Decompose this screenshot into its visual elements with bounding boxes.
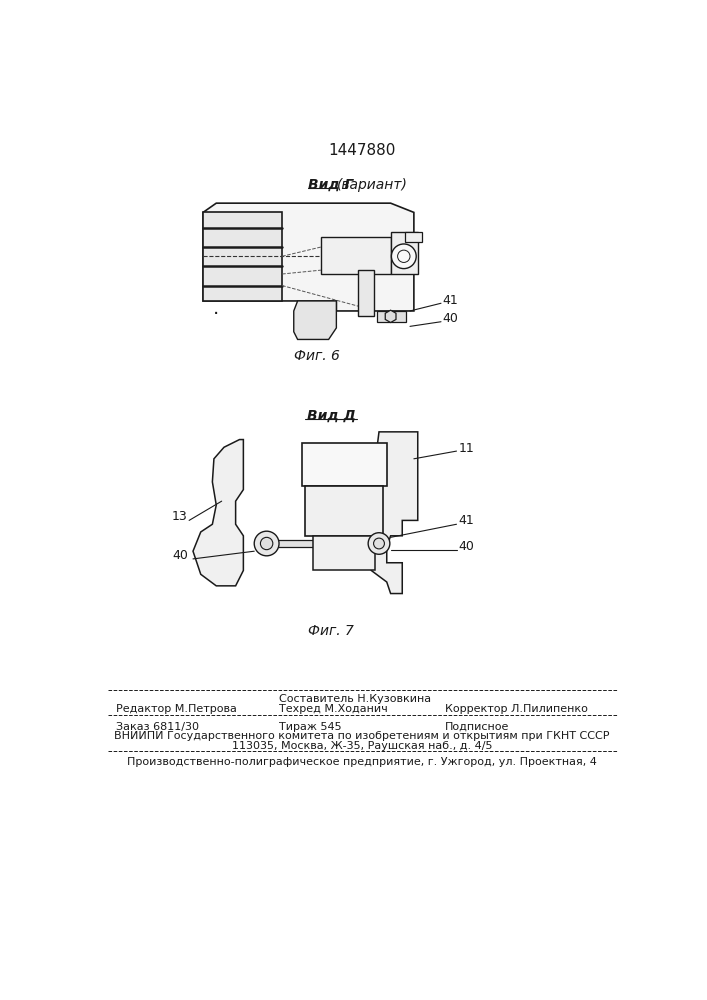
Circle shape xyxy=(368,533,390,554)
Polygon shape xyxy=(313,536,375,570)
Text: Производственно-полиграфическое предприятие, г. Ужгород, ул. Проектная, 4: Производственно-полиграфическое предприя… xyxy=(127,757,597,767)
Text: (вариант): (вариант) xyxy=(337,178,408,192)
Text: Корректор Л.Пилипенко: Корректор Л.Пилипенко xyxy=(445,704,588,714)
Polygon shape xyxy=(321,237,391,274)
Text: 113035, Москва, Ж-35, Раушская наб., д. 4/5: 113035, Москва, Ж-35, Раушская наб., д. … xyxy=(232,741,492,751)
Text: Составитель Н.Кузовкина: Составитель Н.Кузовкина xyxy=(279,694,431,704)
Polygon shape xyxy=(385,310,396,323)
Text: 11: 11 xyxy=(459,442,474,455)
Polygon shape xyxy=(404,232,421,242)
Text: Вид Г: Вид Г xyxy=(308,178,353,192)
Text: Редактор М.Петрова: Редактор М.Петрова xyxy=(115,704,236,714)
Circle shape xyxy=(260,537,273,550)
Text: 40: 40 xyxy=(459,540,474,553)
Polygon shape xyxy=(368,432,418,594)
Text: ВНИИПИ Государственного комитета по изобретениям и открытиям при ГКНТ СССР: ВНИИПИ Государственного комитета по изоб… xyxy=(115,731,609,741)
Polygon shape xyxy=(377,311,406,322)
Text: Подписное: Подписное xyxy=(445,722,509,732)
Text: 1447880: 1447880 xyxy=(328,143,396,158)
Polygon shape xyxy=(203,203,414,311)
Text: 41: 41 xyxy=(443,294,458,307)
Text: Техред М.Ходанич: Техред М.Ходанич xyxy=(279,704,387,714)
Polygon shape xyxy=(267,540,379,547)
Text: Заказ 6811/30: Заказ 6811/30 xyxy=(115,722,199,732)
Text: 40: 40 xyxy=(443,312,458,325)
Circle shape xyxy=(392,244,416,269)
Polygon shape xyxy=(391,232,418,274)
Polygon shape xyxy=(193,440,243,586)
Text: 13: 13 xyxy=(172,510,188,523)
Circle shape xyxy=(373,538,385,549)
Text: 40: 40 xyxy=(172,549,188,562)
Polygon shape xyxy=(358,270,373,316)
Polygon shape xyxy=(293,301,337,339)
Polygon shape xyxy=(203,212,282,301)
Text: ·: · xyxy=(213,305,219,324)
Text: Фиг. 6: Фиг. 6 xyxy=(294,349,340,363)
Text: Вид Д: Вид Д xyxy=(307,409,356,423)
Circle shape xyxy=(255,531,279,556)
Text: Тираж 545: Тираж 545 xyxy=(279,722,341,732)
Text: Фиг. 7: Фиг. 7 xyxy=(308,624,354,638)
Polygon shape xyxy=(301,443,387,486)
Polygon shape xyxy=(305,486,383,536)
Text: 41: 41 xyxy=(459,514,474,527)
